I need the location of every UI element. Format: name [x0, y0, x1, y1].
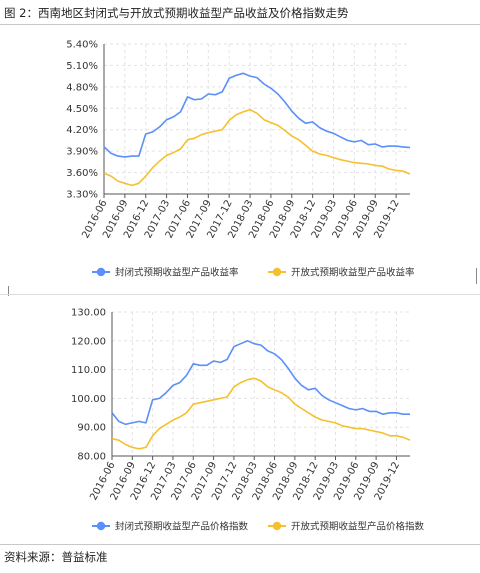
legend-swatch-dot [272, 267, 282, 277]
series-line-open [103, 108, 411, 187]
series-line-closed [111, 340, 410, 426]
panel-marker [476, 268, 477, 284]
y-tick-label: 80.00 [77, 452, 106, 463]
legend-item-closed[interactable]: 封闭式预期收益型产品价格指数 [92, 521, 249, 533]
yield-chart: 3.30% 3.60% 3.90% 4.20% 4.50% 4.80% 5.10% 5.40%… [66, 40, 415, 279]
price-index-chart: 80.0090.00100.00110.00120.00130.002016-0… [71, 308, 425, 533]
legend-label: 封闭式预期收益型产品价格指数 [115, 521, 249, 533]
y-tick-label: 5.40% [66, 40, 98, 51]
source-divider [0, 544, 480, 545]
legend-label: 开放式预期收益型产品收益率 [291, 267, 415, 279]
y-tick-label: 3.60% [66, 168, 98, 179]
legend-label: 封闭式预期收益型产品收益率 [115, 267, 239, 279]
y-tick-label: 4.80% [66, 82, 98, 93]
legend-swatch-dot [96, 521, 106, 531]
legend-label: 开放式预期收益型产品价格指数 [291, 521, 425, 533]
y-tick-label: 4.20% [66, 125, 98, 136]
source-note: 资料来源：普益标准 [4, 550, 108, 564]
y-tick-label: 4.50% [66, 104, 98, 115]
legend-swatch-dot [272, 521, 282, 531]
y-tick-label: 130.00 [71, 308, 106, 319]
y-tick-label: 5.10% [66, 61, 98, 72]
y-tick-label: 100.00 [71, 394, 106, 405]
y-tick-label: 3.30% [66, 190, 98, 201]
legend-swatch-dot [96, 267, 106, 277]
y-tick-label: 90.00 [77, 423, 106, 434]
y-tick-label: 120.00 [71, 336, 106, 347]
y-tick-label: 3.90% [66, 147, 98, 158]
legend-item-open[interactable]: 开放式预期收益型产品价格指数 [268, 521, 425, 533]
y-tick-label: 110.00 [71, 365, 106, 376]
series-line-open [111, 377, 411, 450]
legend-item-open[interactable]: 开放式预期收益型产品收益率 [268, 267, 415, 279]
panel-divider [0, 294, 480, 295]
figure-title: 图 2：西南地区封闭式与开放式预期收益型产品收益及价格指数走势 [4, 6, 349, 20]
legend-item-closed[interactable]: 封闭式预期收益型产品收益率 [92, 267, 239, 279]
panel-marker [8, 286, 9, 296]
title-divider [0, 24, 480, 25]
series-line-closed [103, 72, 411, 158]
